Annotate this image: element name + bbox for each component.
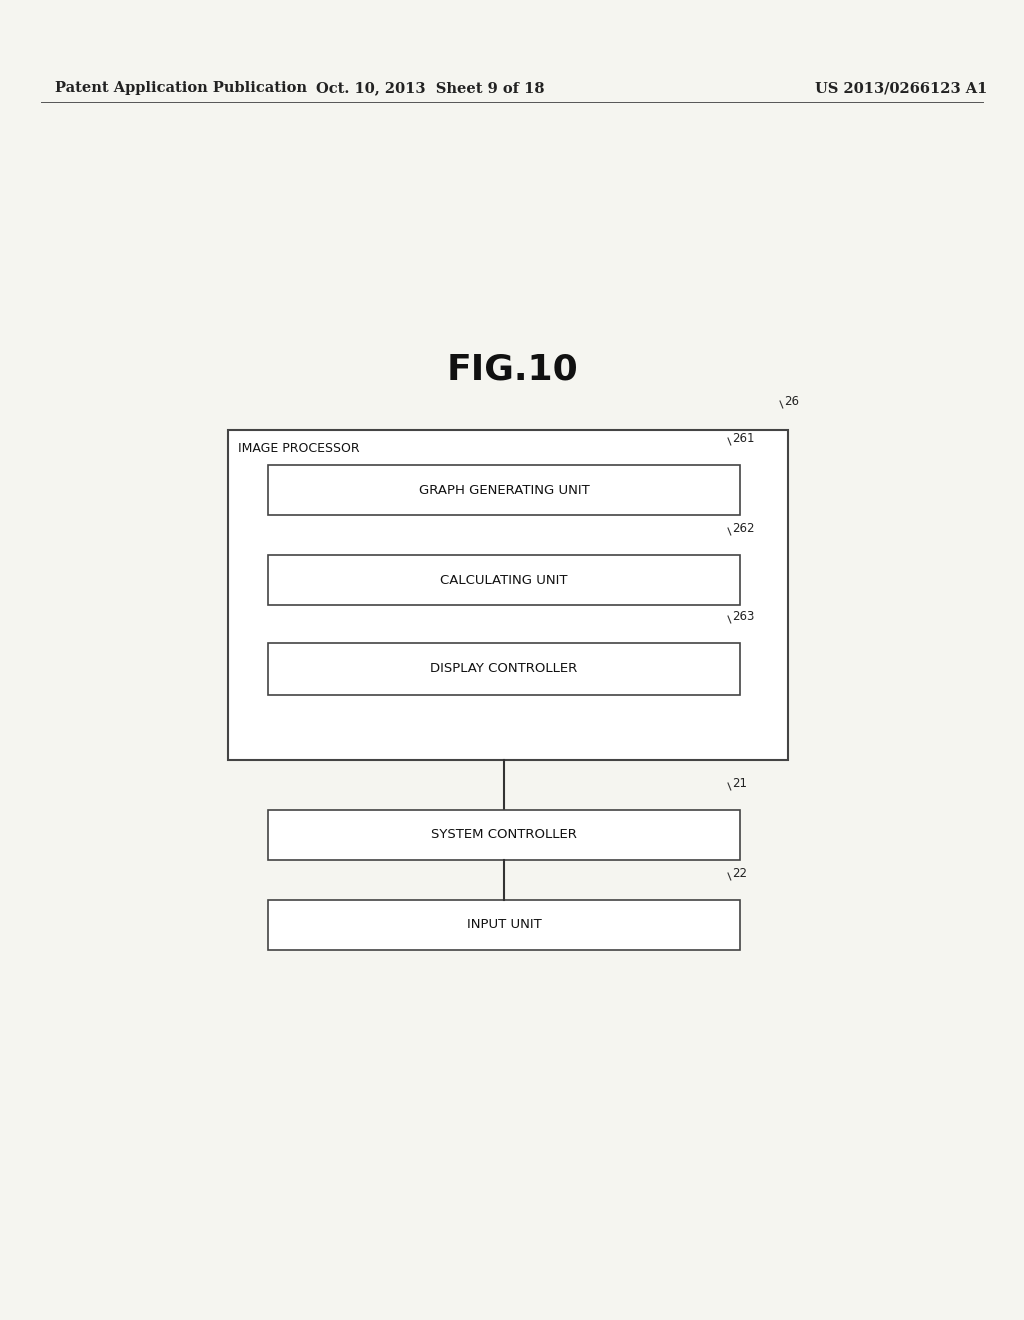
Text: 26: 26 xyxy=(783,395,799,408)
Text: US 2013/0266123 A1: US 2013/0266123 A1 xyxy=(815,81,987,95)
Text: 22: 22 xyxy=(732,867,746,880)
Bar xyxy=(268,643,740,696)
Text: DISPLAY CONTROLLER: DISPLAY CONTROLLER xyxy=(430,663,578,676)
Bar xyxy=(268,810,740,861)
Text: GRAPH GENERATING UNIT: GRAPH GENERATING UNIT xyxy=(419,483,590,496)
Text: 261: 261 xyxy=(732,432,755,445)
Bar xyxy=(268,900,740,950)
Text: INPUT UNIT: INPUT UNIT xyxy=(467,919,542,932)
Text: 21: 21 xyxy=(732,777,746,789)
Text: Patent Application Publication: Patent Application Publication xyxy=(55,81,307,95)
Text: IMAGE PROCESSOR: IMAGE PROCESSOR xyxy=(238,442,359,455)
Bar xyxy=(268,465,740,515)
Text: 262: 262 xyxy=(732,521,755,535)
Bar xyxy=(228,430,788,760)
Text: FIG.10: FIG.10 xyxy=(446,352,578,387)
Bar xyxy=(268,554,740,605)
Text: CALCULATING UNIT: CALCULATING UNIT xyxy=(440,573,567,586)
Text: Oct. 10, 2013  Sheet 9 of 18: Oct. 10, 2013 Sheet 9 of 18 xyxy=(315,81,545,95)
Text: SYSTEM CONTROLLER: SYSTEM CONTROLLER xyxy=(431,829,577,842)
Text: 263: 263 xyxy=(732,610,754,623)
